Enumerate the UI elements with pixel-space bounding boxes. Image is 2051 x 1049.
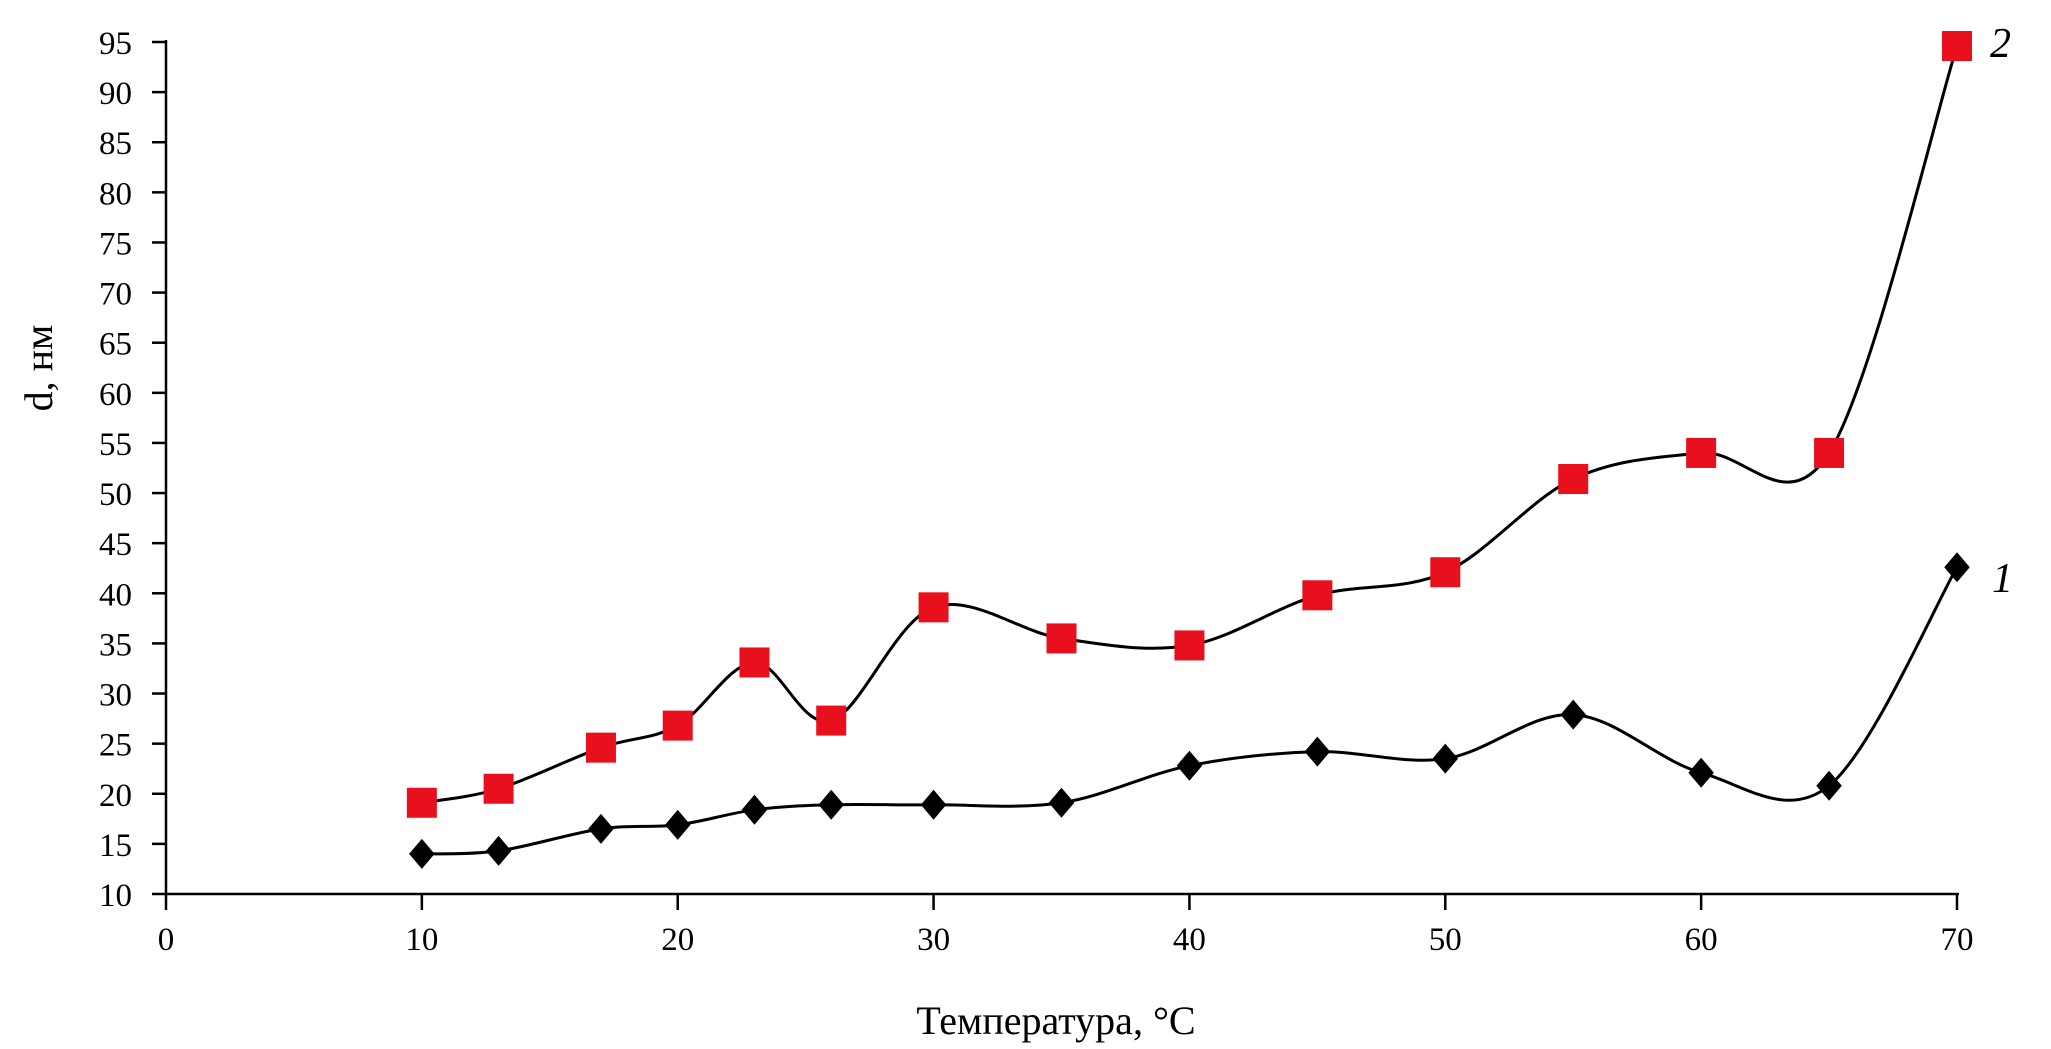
series-2-point: [406, 787, 437, 818]
series-1-point: [1432, 743, 1459, 774]
series-1-point: [1176, 750, 1203, 781]
y-tick-label: 10: [99, 878, 132, 914]
x-tick-label: 10: [405, 922, 438, 958]
series-2-point: [1558, 464, 1589, 495]
axes: 0 10 20 30 40 50 60 70 10 15 20 25 30 35 40 45 50 55 60 65 7…: [99, 26, 1974, 958]
series-2-point: [585, 732, 616, 763]
series-1-point: [1816, 770, 1842, 801]
y-tick-label: 25: [99, 728, 132, 764]
y-tick-label: 50: [99, 477, 132, 513]
series-2-point: [1814, 437, 1845, 468]
series-1-label: 1: [1992, 556, 2013, 602]
series-lines: [421, 45, 1959, 856]
series-1-point: [1560, 699, 1586, 730]
y-tick-label: 70: [99, 277, 132, 313]
series-2-point: [816, 705, 847, 736]
y-tick-label: 15: [99, 828, 132, 864]
x-tick-label: 70: [1941, 922, 1974, 958]
series-1-point: [409, 838, 435, 869]
series-1-point: [485, 835, 512, 866]
x-tick-label: 40: [1173, 922, 1206, 958]
series-2-point: [1686, 437, 1717, 468]
x-tick-label: 60: [1685, 922, 1718, 958]
x-tick-label: 0: [158, 922, 175, 958]
y-tick-label: 65: [99, 327, 132, 363]
y-tick-label: 45: [99, 527, 132, 563]
series-2-point: [1302, 580, 1333, 611]
series-1-line: [421, 566, 1959, 856]
y-tick-label: 75: [99, 226, 132, 262]
series-2-point: [1942, 31, 1972, 62]
series-1-point: [920, 789, 947, 820]
series-1-point: [741, 794, 768, 825]
x-tick-label: 50: [1429, 922, 1462, 958]
series-1-point: [1048, 787, 1075, 818]
y-tick-label: 35: [99, 627, 132, 663]
y-tick-label: 85: [99, 126, 132, 162]
series-1-point: [1688, 757, 1714, 788]
y-tick-label: 30: [99, 678, 132, 714]
y-tick-label: 80: [99, 176, 132, 212]
series-markers: [406, 31, 1972, 869]
series-2-point: [483, 773, 514, 804]
y-tick-label: 20: [99, 778, 132, 814]
x-tick-label: 20: [661, 922, 694, 958]
series-2-label: 2: [1990, 21, 2011, 67]
series-2-point: [1046, 623, 1077, 654]
series-2-point: [1174, 630, 1205, 661]
series-2-point: [918, 592, 949, 623]
series-1-point: [664, 809, 691, 840]
series-1-point: [818, 789, 844, 820]
y-tick-label: 55: [99, 427, 132, 463]
y-axis-label: d, нм: [16, 325, 61, 412]
y-tick-label: 40: [99, 577, 132, 613]
y-tick-label: 90: [99, 76, 132, 112]
series-2-point: [1430, 557, 1461, 588]
series-2-line: [421, 45, 1959, 805]
series-1-point: [1304, 736, 1331, 767]
x-axis-label: Температура, °С: [916, 998, 1195, 1043]
series-2-point: [662, 710, 693, 741]
series-2-point: [739, 647, 770, 678]
series-1-point: [1944, 552, 1970, 583]
x-tick-label: 30: [917, 922, 950, 958]
y-tick-label: 60: [99, 377, 132, 413]
series-1-point: [588, 813, 614, 844]
y-tick-label: 95: [99, 26, 132, 62]
